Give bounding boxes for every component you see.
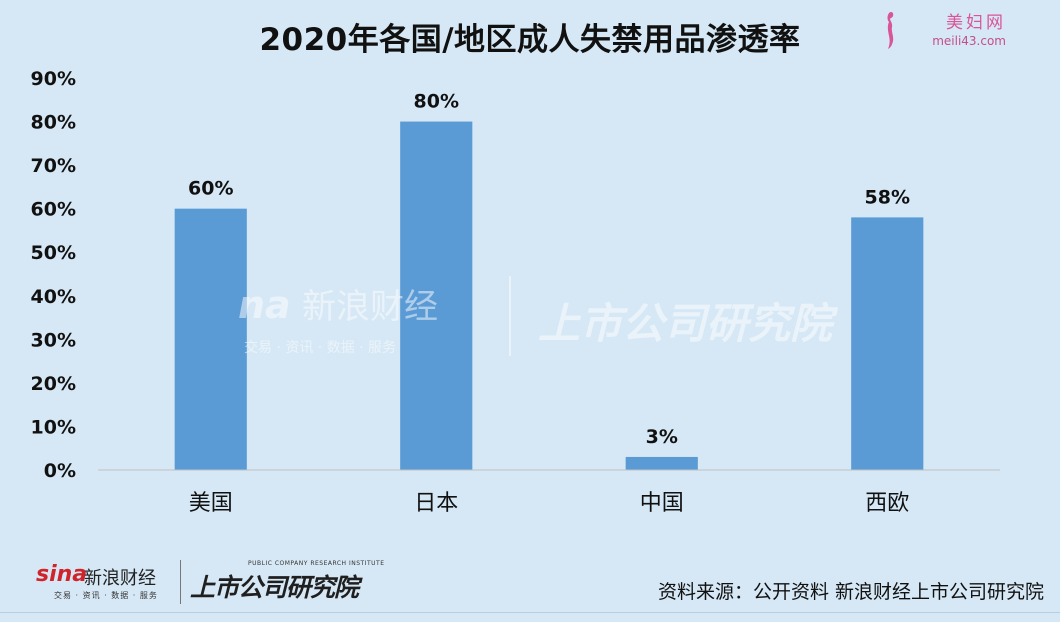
y-tick-label: 0%	[44, 460, 76, 482]
sina-logo-word: sina	[36, 562, 88, 587]
bar	[174, 208, 247, 470]
sina-logo-sub: 交易 · 资讯 · 数据 · 服务	[54, 591, 158, 600]
y-tick-label: 20%	[31, 373, 76, 395]
site-logo-name: 美妇网	[946, 13, 1006, 33]
bar	[851, 217, 924, 470]
bar	[400, 121, 473, 471]
site-logo: 美妇网 meili43.com	[876, 8, 1006, 54]
y-tick-label: 40%	[31, 286, 76, 308]
y-axis-ticks: 0% 10% 20% 30% 40% 50% 60% 70% 80% 90%	[31, 68, 76, 482]
research-institute-logo: PUBLIC COMPANY RESEARCH INSTITUTE 上市公司研究…	[190, 560, 390, 604]
bar-value-label: 80%	[414, 91, 459, 113]
research-logo-en: PUBLIC COMPANY RESEARCH INSTITUTE	[248, 560, 385, 567]
y-tick-label: 10%	[31, 416, 76, 438]
x-axis-ticks: 美国 日本 中国 西欧	[189, 491, 910, 516]
x-tick-label: 美国	[189, 491, 233, 516]
sina-finance-logo: sina 新浪财经 交易 · 资讯 · 数据 · 服务	[36, 562, 181, 604]
bars-group	[174, 121, 924, 471]
woman-silhouette-icon	[887, 12, 894, 49]
sina-logo-cn: 新浪财经	[84, 568, 156, 589]
bar-value-label: 3%	[646, 426, 678, 448]
source-note: 资料来源：公开资料 新浪财经上市公司研究院	[657, 581, 1044, 603]
y-tick-label: 60%	[31, 199, 76, 221]
x-tick-label: 中国	[640, 491, 684, 516]
y-tick-label: 50%	[31, 242, 76, 264]
footer-divider	[0, 612, 1060, 613]
y-tick-label: 70%	[31, 155, 76, 177]
y-tick-label: 30%	[31, 329, 76, 351]
research-logo-cn: 上市公司研究院	[190, 573, 359, 602]
x-tick-label: 西欧	[865, 491, 909, 516]
bar	[625, 456, 698, 470]
footer-separator	[180, 560, 181, 604]
y-tick-label: 90%	[31, 68, 76, 90]
chart-title: 2020年各国/地区成人失禁用品渗透率	[259, 22, 801, 58]
site-logo-url: meili43.com	[932, 34, 1006, 48]
x-tick-label: 日本	[414, 491, 458, 516]
data-labels: 60% 80% 3% 58%	[188, 91, 910, 448]
bar-value-label: 58%	[865, 186, 910, 208]
bar-value-label: 60%	[188, 178, 233, 200]
y-tick-label: 80%	[31, 112, 76, 134]
